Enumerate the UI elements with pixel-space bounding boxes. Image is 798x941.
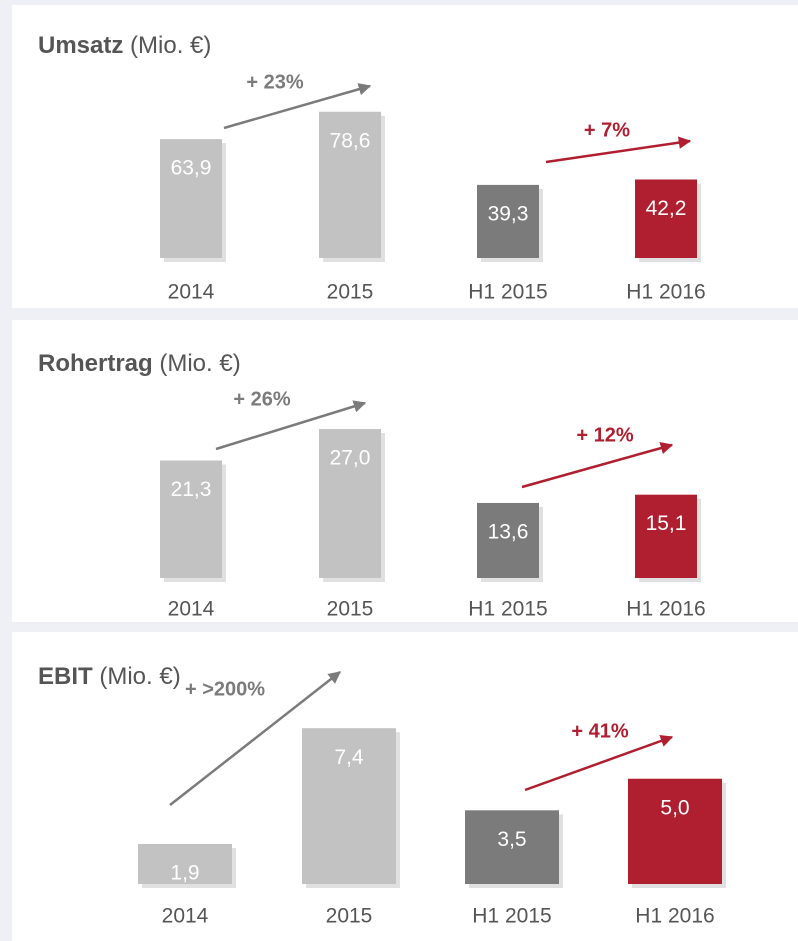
trend-arrow (524, 734, 674, 792)
chart-title: Rohertrag (Mio. €) (38, 350, 241, 377)
x-tick-label: 2015 (327, 598, 374, 621)
growth-annotation: + >200% (185, 678, 265, 700)
x-tick-label: 2014 (168, 281, 215, 304)
x-tick-label: 2015 (327, 281, 374, 304)
bar (319, 429, 381, 578)
bar (628, 778, 722, 884)
value-label: 3,5 (497, 828, 526, 851)
bar (635, 179, 697, 258)
growth-annotation: + 7% (584, 119, 630, 141)
trend-arrow (223, 83, 372, 130)
x-tick-label: H1 2016 (626, 598, 705, 621)
value-label: 27,0 (330, 447, 371, 470)
growth-annotation: + 41% (571, 720, 628, 742)
value-label: 1,9 (170, 862, 199, 885)
value-label: 78,6 (330, 129, 371, 152)
bar (160, 139, 222, 258)
title-main: Umsatz (38, 32, 123, 59)
growth-annotation: + 12% (576, 424, 633, 446)
x-tick-label: H1 2016 (626, 281, 705, 304)
chart-title: Umsatz (Mio. €) (38, 32, 211, 59)
x-tick-label: H1 2016 (635, 905, 714, 928)
value-label: 39,3 (488, 202, 529, 225)
bar (319, 111, 381, 258)
bar (302, 728, 396, 884)
bar (160, 460, 222, 578)
trend-arrow (521, 442, 674, 489)
value-label: 15,1 (646, 512, 687, 535)
value-label: 63,9 (171, 157, 212, 180)
value-label: 21,3 (171, 478, 212, 501)
bar (465, 810, 559, 884)
title-unit: (Mio. €) (99, 663, 180, 690)
growth-annotation: + 23% (246, 71, 303, 93)
bar (138, 844, 232, 884)
value-label: 42,2 (646, 197, 687, 220)
title-unit: (Mio. €) (159, 350, 240, 377)
title-unit: (Mio. €) (130, 32, 211, 59)
x-tick-label: H1 2015 (468, 281, 547, 304)
bar (477, 502, 539, 578)
x-tick-label: 2014 (168, 598, 215, 621)
trend-arrow (215, 400, 367, 451)
bar (477, 184, 539, 258)
value-label: 5,0 (660, 796, 689, 819)
chart-title: EBIT (Mio. €) (38, 663, 181, 690)
growth-annotation: + 26% (233, 388, 290, 410)
value-label: 13,6 (488, 521, 529, 544)
trend-arrow (545, 136, 692, 164)
title-main: EBIT (38, 663, 93, 690)
x-tick-label: H1 2015 (472, 905, 551, 928)
x-tick-label: 2014 (162, 905, 209, 928)
value-label: 7,4 (334, 746, 364, 769)
x-tick-label: 2015 (326, 905, 373, 928)
trend-arrow (169, 671, 341, 806)
x-tick-label: H1 2015 (468, 598, 547, 621)
title-main: Rohertrag (38, 350, 153, 377)
bar (635, 494, 697, 578)
